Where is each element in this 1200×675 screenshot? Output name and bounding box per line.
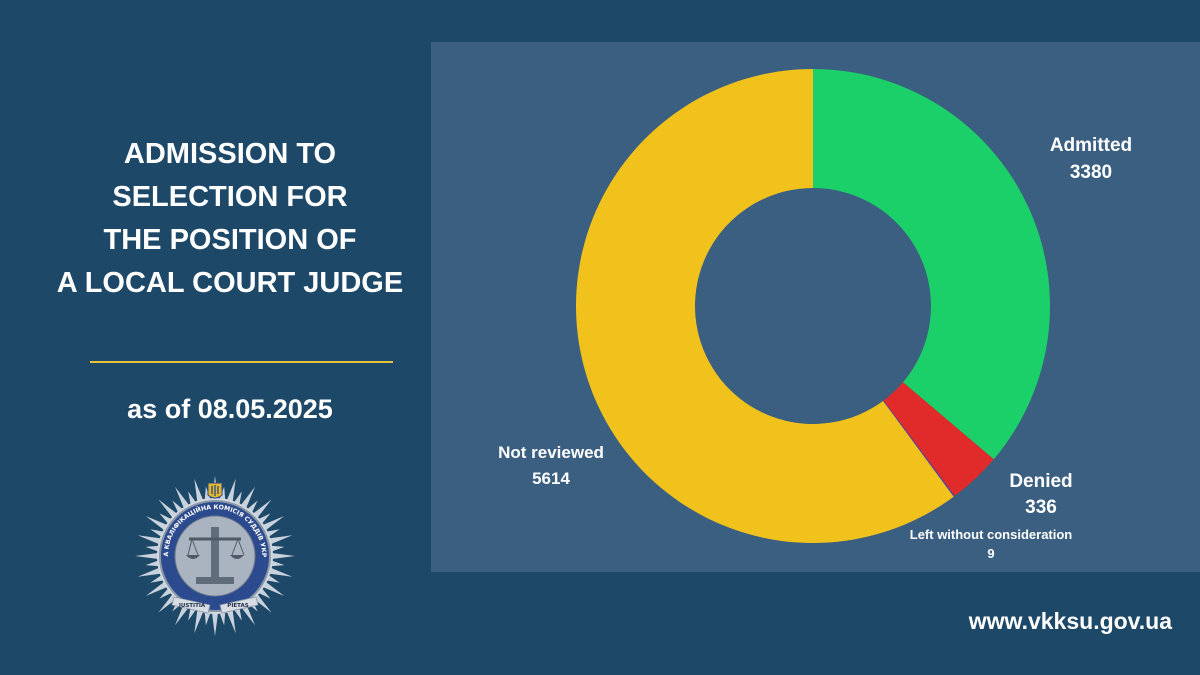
title-line-3: THE POSITION OF <box>103 224 357 256</box>
title-line-4: A LOCAL COURT JUDGE <box>56 267 404 299</box>
website-link[interactable]: www.vkksu.gov.ua <box>968 608 1172 634</box>
emblem-ray <box>226 478 236 504</box>
label-not-reviewed: Not reviewed 5614 <box>471 440 631 492</box>
emblem-ribbon-left <box>171 596 211 614</box>
emblem-ray <box>260 516 285 532</box>
emblem-ray <box>211 610 219 636</box>
emblem-left-pan <box>186 555 200 559</box>
title-line-2: SELECTION FOR <box>112 181 348 213</box>
title-divider <box>90 361 393 363</box>
page-title: ADMISSION TO SELECTION FOR THE POSITION … <box>30 133 430 305</box>
emblem-ray <box>137 567 163 577</box>
donut-chart <box>575 69 1050 543</box>
emblem-column <box>211 527 219 579</box>
donut-slice-left-without-consideration <box>883 400 955 497</box>
emblem-ray <box>226 608 236 634</box>
date-label: as of 08.05.2025 <box>127 394 333 424</box>
emblem-ray <box>260 580 285 596</box>
label-not-reviewed-value: 5614 <box>532 469 570 488</box>
emblem-ray <box>145 580 170 596</box>
emblem-ray <box>194 608 204 634</box>
emblem-ray <box>158 499 179 520</box>
label-admitted: Admitted 3380 <box>1021 132 1161 186</box>
label-left-value: 9 <box>987 546 995 561</box>
emblem-ray <box>145 559 161 567</box>
emblem-ray <box>267 567 293 577</box>
donut-slice-admitted <box>813 69 1050 460</box>
emblem-ray <box>145 545 161 553</box>
emblem-ray <box>135 552 161 560</box>
emblem-ray <box>218 610 226 626</box>
emblem-ray <box>194 478 204 504</box>
emblem-right-pan <box>230 555 244 559</box>
label-admitted-name: Admitted <box>1049 135 1133 156</box>
donut-slice-denied <box>883 382 994 496</box>
emblem-ray <box>145 516 170 532</box>
title-line-1: ADMISSION TO <box>123 138 337 170</box>
emblem-ray <box>204 610 212 626</box>
emblem-ribbon-right <box>219 596 259 614</box>
emblem-ray <box>175 486 191 511</box>
emblem-ray <box>269 545 285 553</box>
label-admitted-value: 3380 <box>1069 162 1113 183</box>
emblem-ray <box>267 535 293 545</box>
label-left-name: Left without consideration <box>909 527 1073 542</box>
label-denied-name: Denied <box>1009 471 1073 492</box>
emblem-ray <box>137 535 163 545</box>
label-denied: Denied 336 <box>971 469 1111 521</box>
emblem-ray <box>269 552 295 560</box>
label-left-without-consideration: Left without consideration 9 <box>881 525 1101 563</box>
emblem-ray <box>239 486 255 511</box>
emblem-ribbon-left-text: IUSTITIA <box>179 603 206 609</box>
donut-slice-not-reviewed <box>575 69 954 543</box>
commission-emblem-icon: ВИЩА КВАЛІФІКАЦІЙНА КОМІСІЯ СУДДІВ УКРАЇ… <box>134 475 295 636</box>
emblem-ribbon-right-text: PIETAS <box>227 603 248 609</box>
emblem-ray <box>269 559 285 567</box>
label-denied-value: 336 <box>1025 497 1057 518</box>
emblem-ray <box>251 499 272 520</box>
emblem-base <box>196 577 234 584</box>
chart-panel: Admitted 3380 Denied 336 Left without co… <box>431 42 1200 572</box>
label-not-reviewed-name: Not reviewed <box>498 443 604 462</box>
